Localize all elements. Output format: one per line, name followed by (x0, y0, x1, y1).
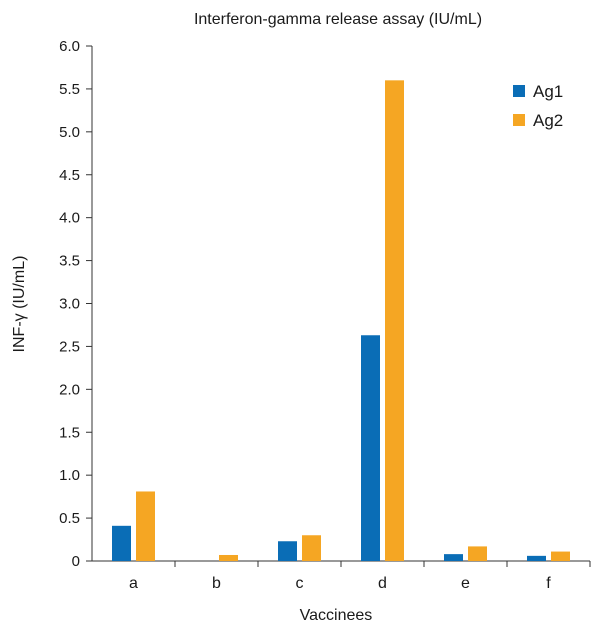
y-tick-label: 2.5 (59, 338, 80, 355)
y-tick-label: 5.0 (59, 124, 80, 141)
y-tick-label: 2.0 (59, 381, 80, 398)
y-tick-label: 4.0 (59, 210, 80, 227)
y-tick-label: 4.5 (59, 167, 80, 184)
x-tick-label: f (546, 575, 551, 592)
chart-title: Interferon-gamma release assay (IU/mL) (194, 11, 482, 28)
y-tick-label: 3.0 (59, 296, 80, 313)
plot-area: 0 0.5 1.0 1.5 2.0 2.5 3.0 3.5 4.0 4.5 5.0 5.5 6.0 a b c… (59, 38, 591, 592)
y-tick-label: 0 (72, 553, 80, 570)
y-tick-label: 0.5 (59, 510, 80, 527)
y-tick-label: 1.0 (59, 467, 80, 484)
legend-label-ag2: Ag2 (533, 111, 563, 130)
bar-ag1-f (527, 555, 546, 561)
bar-ag1-d (361, 335, 380, 561)
bar-ag2-a (136, 491, 155, 561)
bar-ag2-b (219, 554, 238, 561)
x-tick-label: e (461, 575, 470, 592)
bar-ag2-e (468, 546, 487, 561)
bar-ag1-c (278, 541, 297, 561)
bar-ag2-d (385, 80, 404, 561)
y-tick-label: 3.5 (59, 253, 80, 270)
y-tick-label: 5.5 (59, 81, 80, 98)
x-tick-label: d (378, 575, 387, 592)
y-tick-label: 6.0 (59, 38, 80, 55)
legend-label-ag1: Ag1 (533, 82, 563, 101)
x-tick-label: a (129, 575, 138, 592)
y-tick-label: 1.5 (59, 424, 80, 441)
x-tick-label: c (296, 575, 304, 592)
legend-swatch-ag2 (513, 114, 525, 126)
bar-ag2-c (302, 535, 321, 561)
legend: Ag1 Ag2 (513, 82, 563, 130)
x-tick-label: b (212, 575, 221, 592)
bar-ag2-f (551, 551, 570, 561)
bar-ag1-e (444, 554, 463, 561)
y-axis-label: INF-γ (IU/mL) (11, 256, 28, 353)
bar-ag1-a (112, 525, 131, 561)
legend-swatch-ag1 (513, 85, 525, 97)
x-axis-label: Vaccinees (300, 607, 373, 624)
